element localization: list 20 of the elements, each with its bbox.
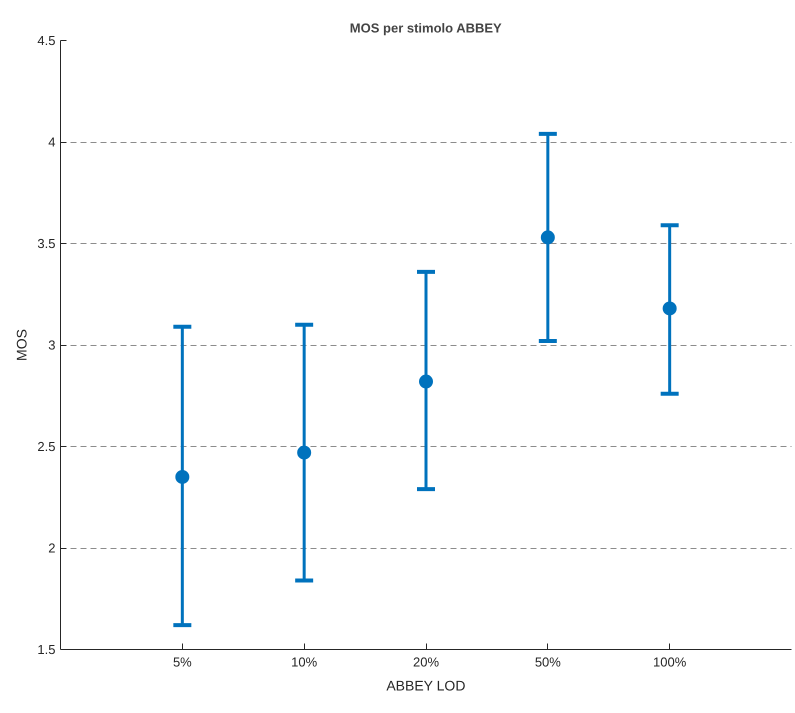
point <box>297 446 312 460</box>
y-tick-label: 2 <box>48 540 56 556</box>
chart-title: MOS per stimolo ABBEY <box>350 20 502 36</box>
y-tick-label: 4.5 <box>37 33 56 48</box>
point <box>175 470 190 484</box>
y-tick-label: 1.5 <box>37 642 56 657</box>
point <box>540 230 555 244</box>
y-tick-label: 3 <box>48 338 56 352</box>
point <box>419 374 433 389</box>
point <box>662 301 677 316</box>
x-tick-label: 50% <box>534 654 562 670</box>
y-axis-title: MOS <box>13 329 30 361</box>
x-axis-title: ABBEY LOD <box>386 678 466 694</box>
y-tick-label: 2.5 <box>37 439 56 454</box>
x-tick-label: 20% <box>412 654 440 670</box>
x-tick-label: 100% <box>653 654 687 670</box>
x-tick-label: 5% <box>172 654 192 670</box>
y-tick-label: 4 <box>48 134 56 150</box>
x-tick-label: 10% <box>291 654 318 670</box>
y-tick-label: 3.5 <box>37 236 56 251</box>
